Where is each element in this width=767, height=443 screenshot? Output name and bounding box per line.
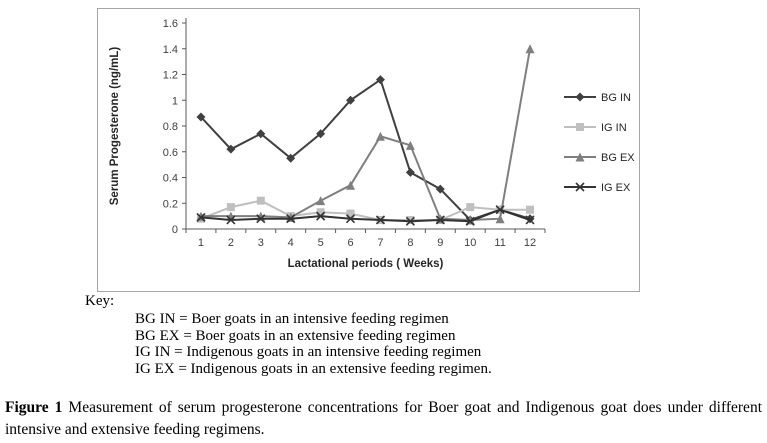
figure-caption: Figure 1 Measurement of serum progestero… <box>5 397 762 440</box>
svg-text:0.2: 0.2 <box>163 198 178 210</box>
svg-text:11: 11 <box>494 237 505 249</box>
svg-text:2: 2 <box>228 237 234 249</box>
figure-caption-text: Measurement of serum progesterone concen… <box>5 399 762 438</box>
chart-container: 0 0.2 0.4 0.6 0.8 1 1.2 1.4 1.6 1 2 3 4 5 6 7 8 9 10 11 12 La… <box>97 8 640 292</box>
svg-text:BG IN: BG IN <box>601 92 631 104</box>
svg-text:IG IN: IG IN <box>601 122 627 134</box>
key-label: Key: <box>85 293 115 309</box>
key-item-bg-in: BG IN = Boer goats in an intensive feedi… <box>135 311 449 327</box>
svg-text:Serum Progesterone (ng/mL): Serum Progesterone (ng/mL) <box>109 47 121 206</box>
svg-text:3: 3 <box>258 237 264 249</box>
svg-text:0.4: 0.4 <box>163 173 178 185</box>
svg-text:0: 0 <box>172 224 178 236</box>
svg-text:9: 9 <box>437 237 443 249</box>
svg-text:0.8: 0.8 <box>163 121 178 133</box>
svg-text:1.4: 1.4 <box>163 44 178 56</box>
svg-text:7: 7 <box>377 237 383 249</box>
svg-text:10: 10 <box>464 237 476 249</box>
svg-text:1.6: 1.6 <box>163 18 178 30</box>
svg-text:12: 12 <box>524 237 536 249</box>
key-item-ig-in: IG IN = Indigenous goats in an intensive… <box>135 344 482 360</box>
svg-text:Lactational periods ( Weeks): Lactational periods ( Weeks) <box>288 258 444 270</box>
figure-caption-number: Figure 1 <box>5 399 63 416</box>
svg-text:BG EX: BG EX <box>601 152 635 164</box>
key-item-bg-ex: BG EX = Boer goats in an extensive feedi… <box>135 327 456 344</box>
key-block: Key: BG IN = Boer goats in an intensive … <box>85 293 492 377</box>
svg-text:4: 4 <box>288 237 294 249</box>
serum-progesterone-chart: 00.20.40.60.811.21.41.61 2 3 4 5 6 7 8 9 10 11 12La… <box>109 18 635 270</box>
svg-text:8: 8 <box>407 237 413 249</box>
svg-text:6: 6 <box>347 237 353 249</box>
svg-text:IG EX: IG EX <box>601 182 631 194</box>
key-item-ig-ex: IG EX = Indigenous goats in an extensive… <box>135 360 492 377</box>
key-items: BG IN = Boer goats in an intensive feedi… <box>135 311 492 377</box>
svg-text:0.6: 0.6 <box>163 147 178 159</box>
svg-text:5: 5 <box>318 237 324 249</box>
svg-text:1: 1 <box>198 237 204 249</box>
svg-text:1.2: 1.2 <box>163 70 178 82</box>
svg-text:1: 1 <box>172 95 178 107</box>
